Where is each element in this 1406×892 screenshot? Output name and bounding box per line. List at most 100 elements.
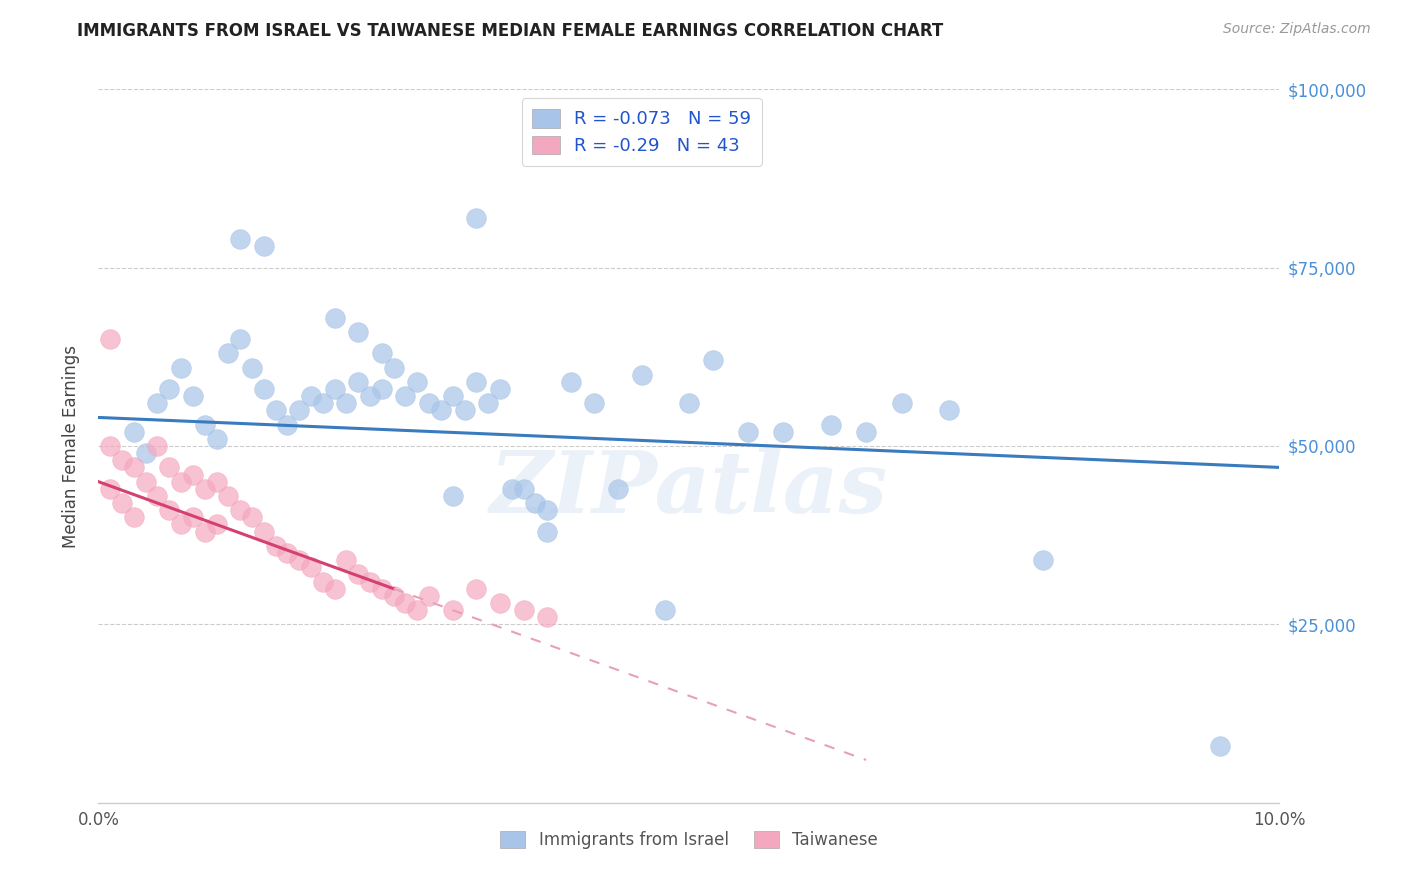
Immigrants from Israel — [157, 382, 180, 396]
Taiwanese — [111, 496, 134, 510]
Taiwanese — [323, 582, 346, 596]
Immigrants from Israel — [583, 396, 606, 410]
Immigrants from Israel — [323, 382, 346, 396]
Immigrants from Israel — [453, 403, 475, 417]
Immigrants from Israel — [702, 353, 724, 368]
Immigrants from Israel — [441, 389, 464, 403]
Taiwanese — [98, 332, 121, 346]
Taiwanese — [347, 567, 370, 582]
Immigrants from Israel — [501, 482, 523, 496]
Text: IMMIGRANTS FROM ISRAEL VS TAIWANESE MEDIAN FEMALE EARNINGS CORRELATION CHART: IMMIGRANTS FROM ISRAEL VS TAIWANESE MEDI… — [77, 22, 943, 40]
Immigrants from Israel — [772, 425, 794, 439]
Taiwanese — [299, 560, 322, 574]
Immigrants from Israel — [299, 389, 322, 403]
Taiwanese — [536, 610, 558, 624]
Taiwanese — [441, 603, 464, 617]
Taiwanese — [135, 475, 157, 489]
Immigrants from Israel — [229, 232, 252, 246]
Immigrants from Israel — [181, 389, 204, 403]
Taiwanese — [157, 503, 180, 517]
Taiwanese — [122, 460, 145, 475]
Taiwanese — [98, 439, 121, 453]
Immigrants from Israel — [229, 332, 252, 346]
Taiwanese — [205, 475, 228, 489]
Taiwanese — [170, 475, 193, 489]
Immigrants from Israel — [371, 346, 394, 360]
Taiwanese — [229, 503, 252, 517]
Immigrants from Israel — [465, 211, 488, 225]
Immigrants from Israel — [1032, 553, 1054, 567]
Immigrants from Israel — [820, 417, 842, 432]
Taiwanese — [335, 553, 357, 567]
Immigrants from Israel — [335, 396, 357, 410]
Taiwanese — [122, 510, 145, 524]
Immigrants from Israel — [194, 417, 217, 432]
Taiwanese — [146, 439, 169, 453]
Immigrants from Israel — [465, 375, 488, 389]
Immigrants from Israel — [430, 403, 453, 417]
Taiwanese — [217, 489, 239, 503]
Immigrants from Israel — [323, 310, 346, 325]
Immigrants from Israel — [371, 382, 394, 396]
Immigrants from Israel — [654, 603, 676, 617]
Taiwanese — [359, 574, 381, 589]
Immigrants from Israel — [382, 360, 405, 375]
Immigrants from Israel — [477, 396, 499, 410]
Text: Source: ZipAtlas.com: Source: ZipAtlas.com — [1223, 22, 1371, 37]
Immigrants from Israel — [737, 425, 759, 439]
Immigrants from Israel — [347, 375, 370, 389]
Immigrants from Israel — [524, 496, 547, 510]
Taiwanese — [194, 524, 217, 539]
Immigrants from Israel — [205, 432, 228, 446]
Taiwanese — [98, 482, 121, 496]
Immigrants from Israel — [630, 368, 652, 382]
Immigrants from Israel — [240, 360, 263, 375]
Taiwanese — [489, 596, 512, 610]
Immigrants from Israel — [938, 403, 960, 417]
Taiwanese — [111, 453, 134, 467]
Immigrants from Israel — [890, 396, 912, 410]
Taiwanese — [181, 510, 204, 524]
Immigrants from Israel — [607, 482, 630, 496]
Taiwanese — [170, 517, 193, 532]
Taiwanese — [288, 553, 311, 567]
Immigrants from Israel — [253, 239, 276, 253]
Taiwanese — [276, 546, 298, 560]
Immigrants from Israel — [217, 346, 239, 360]
Immigrants from Israel — [170, 360, 193, 375]
Taiwanese — [371, 582, 394, 596]
Taiwanese — [264, 539, 287, 553]
Immigrants from Israel — [135, 446, 157, 460]
Taiwanese — [181, 467, 204, 482]
Taiwanese — [465, 582, 488, 596]
Immigrants from Israel — [359, 389, 381, 403]
Taiwanese — [146, 489, 169, 503]
Immigrants from Israel — [122, 425, 145, 439]
Immigrants from Israel — [347, 325, 370, 339]
Immigrants from Israel — [253, 382, 276, 396]
Immigrants from Israel — [406, 375, 429, 389]
Taiwanese — [253, 524, 276, 539]
Taiwanese — [157, 460, 180, 475]
Taiwanese — [240, 510, 263, 524]
Immigrants from Israel — [678, 396, 700, 410]
Immigrants from Israel — [288, 403, 311, 417]
Immigrants from Israel — [264, 403, 287, 417]
Immigrants from Israel — [394, 389, 416, 403]
Immigrants from Israel — [276, 417, 298, 432]
Y-axis label: Median Female Earnings: Median Female Earnings — [62, 344, 80, 548]
Immigrants from Israel — [441, 489, 464, 503]
Immigrants from Israel — [489, 382, 512, 396]
Taiwanese — [194, 482, 217, 496]
Taiwanese — [394, 596, 416, 610]
Taiwanese — [382, 589, 405, 603]
Taiwanese — [205, 517, 228, 532]
Legend: Immigrants from Israel, Taiwanese: Immigrants from Israel, Taiwanese — [491, 821, 887, 859]
Immigrants from Israel — [536, 503, 558, 517]
Taiwanese — [312, 574, 335, 589]
Immigrants from Israel — [560, 375, 582, 389]
Immigrants from Israel — [855, 425, 877, 439]
Immigrants from Israel — [536, 524, 558, 539]
Taiwanese — [418, 589, 440, 603]
Immigrants from Israel — [512, 482, 534, 496]
